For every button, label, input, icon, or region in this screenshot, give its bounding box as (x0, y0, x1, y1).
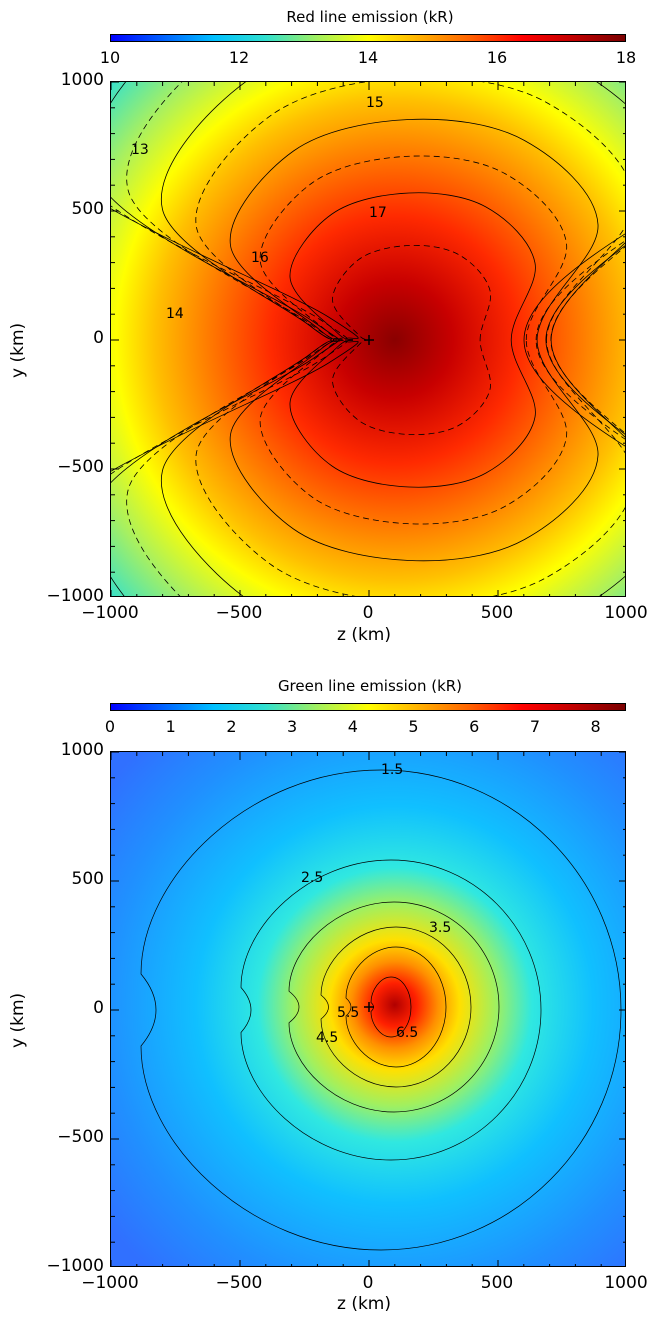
y-tick-label: 0 (93, 998, 104, 1018)
y-tick-label: −500 (57, 1127, 104, 1147)
red-contour-line (111, 208, 625, 472)
green-contour-label: 4.5 (316, 1030, 338, 1046)
green-emission-map: 1.5 2.5 3.5 4.5 5.5 6.5 (110, 751, 626, 1267)
green-contour-line (240, 859, 542, 1161)
red-contour-label: 15 (366, 95, 384, 111)
colorbar-tick-label: 2 (226, 717, 237, 736)
green-contour-line (370, 976, 412, 1038)
red-emission-plot: 13 14 15 16 17 (111, 82, 625, 596)
colorbar-tick-label: 18 (615, 48, 637, 67)
red-contour-label: 16 (251, 250, 269, 266)
y-tick-label: 500 (71, 199, 104, 219)
y-tick-label: 1000 (60, 740, 104, 760)
x-tick-label: −1000 (81, 603, 139, 623)
red-contour-label: 14 (166, 306, 184, 322)
green-contour-label: 5.5 (337, 1005, 359, 1021)
colorbar-tick-label: 5 (408, 717, 419, 736)
green-colorbar (110, 703, 626, 711)
green-contour-line (320, 926, 472, 1088)
x-tick-label: −500 (215, 1273, 263, 1293)
colorbar-tick-label: 0 (104, 717, 116, 736)
red-contour-line (111, 205, 625, 475)
red-contour-line (289, 192, 536, 488)
colorbar-tick-label: 14 (357, 48, 379, 67)
red-contour-line (195, 82, 625, 596)
green-contour-line (288, 901, 500, 1113)
green-contour-label: 2.5 (301, 870, 323, 886)
red-heatmap (111, 82, 625, 596)
y-tick-label: −1000 (46, 586, 104, 606)
green-y-axis-label: y (km) (8, 992, 28, 1048)
y-tick-label: −1000 (46, 1256, 104, 1276)
origin-marker (364, 1002, 374, 1012)
x-tick-label: −1000 (81, 1273, 139, 1293)
red-contour-line (160, 82, 625, 596)
green-contour-label: 3.5 (429, 920, 451, 936)
green-heatmap (111, 752, 625, 1266)
red-contour-label: 17 (369, 205, 387, 221)
x-tick-label: 0 (362, 603, 374, 623)
colorbar-tick-label: 16 (486, 48, 508, 67)
colorbar-tick-label: 7 (529, 717, 541, 736)
colorbar-tick-label: 12 (228, 48, 250, 67)
red-colorbar-title: Red line emission (kR) (286, 8, 454, 26)
green-contour-line (345, 946, 447, 1068)
y-tick-label: 0 (93, 328, 104, 348)
colorbar-tick-label: 8 (590, 717, 601, 736)
colorbar-tick-label: 10 (99, 48, 121, 67)
red-emission-map: 13 14 15 16 17 (110, 81, 626, 597)
y-tick-label: 500 (71, 869, 104, 889)
green-contour-line (140, 769, 622, 1251)
axis-tick-marks (111, 82, 625, 596)
red-contour-label: 13 (131, 142, 149, 158)
red-x-axis-label: z (km) (337, 625, 391, 645)
red-colorbar (110, 34, 626, 42)
x-tick-label: −500 (215, 603, 263, 623)
axis-tick-marks (111, 752, 625, 1266)
y-tick-label: −500 (57, 457, 104, 477)
x-tick-label: 500 (480, 1273, 514, 1293)
green-contour-label: 1.5 (381, 762, 403, 778)
colorbar-tick-label: 3 (287, 717, 298, 736)
green-colorbar-title: Green line emission (kR) (277, 677, 463, 695)
green-emission-plot: 1.5 2.5 3.5 4.5 5.5 6.5 (111, 752, 625, 1266)
x-tick-label: 0 (362, 1273, 374, 1293)
colorbar-tick-label: 1 (165, 717, 176, 736)
colorbar-tick-label: 4 (347, 717, 358, 736)
green-x-axis-label: z (km) (337, 1294, 391, 1314)
y-tick-label: 1000 (60, 70, 104, 90)
x-tick-label: 500 (480, 603, 514, 623)
green-contour-label: 6.5 (396, 1025, 418, 1041)
colorbar-tick-label: 6 (469, 717, 480, 736)
origin-marker (364, 335, 374, 345)
x-tick-label: 1000 (604, 603, 648, 623)
x-tick-label: 1000 (604, 1273, 648, 1293)
red-contour-line (229, 118, 599, 562)
red-y-axis-label: y (km) (8, 322, 28, 378)
